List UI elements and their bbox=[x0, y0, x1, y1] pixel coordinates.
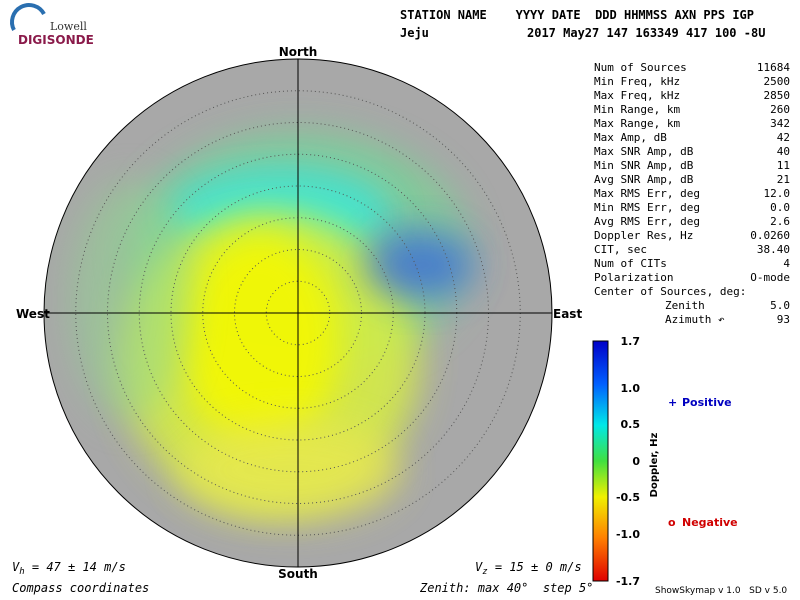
stat-value: 2500 bbox=[764, 75, 791, 88]
station: Jeju bbox=[400, 26, 429, 40]
north-label: North bbox=[279, 45, 317, 59]
vh-text: = 47 ± 14 m/s bbox=[25, 560, 126, 574]
stat-label: CIT, sec bbox=[594, 243, 647, 256]
colorbar-tick-label: 0 bbox=[632, 455, 640, 468]
version: ShowSkymap v 1.0 SD v 5.0 bbox=[655, 586, 787, 596]
stat-value: 2850 bbox=[764, 89, 791, 102]
vz-text: = 15 ± 0 m/s bbox=[488, 560, 582, 574]
south-label: South bbox=[278, 567, 318, 581]
stat-label: Min SNR Amp, dB bbox=[594, 159, 694, 172]
stat-label: Max RMS Err, deg bbox=[594, 187, 700, 200]
stat-value: 0.0 bbox=[770, 201, 790, 214]
vz-symbol: V bbox=[475, 560, 483, 574]
east-label: East bbox=[553, 307, 582, 321]
stat-label: Max SNR Amp, dB bbox=[594, 145, 694, 158]
vz-sub: z bbox=[482, 567, 487, 577]
zenith-label: Zenith bbox=[665, 299, 705, 312]
stats-table: Num of Sources 11684 Min Freq, kHz 2500 Max … bbox=[594, 61, 790, 284]
colorbar-tick-label: 1.0 bbox=[621, 382, 641, 395]
colorbar-tick-label: 0.5 bbox=[621, 418, 641, 431]
stat-label: Polarization bbox=[594, 271, 673, 284]
negative-label: Negative bbox=[682, 516, 738, 529]
stat-value: 11 bbox=[777, 159, 790, 172]
azimuth-label: Azimuth ↶ bbox=[665, 313, 725, 326]
stat-label: Min Freq, kHz bbox=[594, 75, 680, 88]
center-title: Center of Sources, deg: bbox=[594, 285, 746, 298]
stat-label: Min Range, km bbox=[594, 103, 680, 116]
stat-label: Num of CITs bbox=[594, 257, 667, 270]
colorbar-tick-label: -1.7 bbox=[616, 575, 640, 588]
zenith-info: Zenith: max 40° step 5° bbox=[419, 581, 593, 595]
logo-bottom: DIGISONDE bbox=[18, 33, 94, 47]
colorbar-tick-label: 1.7 bbox=[621, 335, 641, 348]
logo-top: Lowell bbox=[50, 20, 87, 33]
stat-label: Min RMS Err, deg bbox=[594, 201, 700, 214]
stat-value: 260 bbox=[770, 103, 790, 116]
logo-arc bbox=[10, 3, 46, 31]
positive-label: Positive bbox=[682, 396, 732, 409]
vh-sub: h bbox=[19, 567, 24, 577]
header-columns: STATION NAME YYYY DATE DDD HHMMSS AXN PP… bbox=[400, 8, 754, 22]
stat-label: Avg RMS Err, deg bbox=[594, 215, 700, 228]
stat-label: Avg SNR Amp, dB bbox=[594, 173, 694, 186]
azimuth-value: 93 bbox=[777, 313, 790, 326]
stat-value: 38.40 bbox=[757, 243, 790, 256]
vh: Vh = 47 ± 14 m/s bbox=[12, 560, 126, 577]
stat-value: O-mode bbox=[750, 271, 790, 284]
stat-value: 0.0260 bbox=[750, 229, 790, 242]
vh-symbol: V bbox=[12, 560, 20, 574]
colorbar-tick-label: -0.5 bbox=[616, 491, 640, 504]
stat-label: Num of Sources bbox=[594, 61, 687, 74]
vz: Vz = 15 ± 0 m/s bbox=[475, 560, 582, 577]
source-cloud bbox=[70, 130, 475, 520]
negative-symbol: o bbox=[668, 516, 676, 529]
stat-value: 40 bbox=[777, 145, 790, 158]
colorbar-title: Doppler, Hz bbox=[649, 433, 660, 498]
stat-value: 11684 bbox=[757, 61, 790, 74]
stat-label: Max Amp, dB bbox=[594, 131, 667, 144]
stat-value: 342 bbox=[770, 117, 790, 130]
stat-value: 2.6 bbox=[770, 215, 790, 228]
stat-label: Doppler Res, Hz bbox=[594, 229, 693, 242]
positive-symbol: + bbox=[668, 396, 677, 409]
stat-value: 42 bbox=[777, 131, 790, 144]
stat-label: Max Range, km bbox=[594, 117, 680, 130]
stat-value: 21 bbox=[777, 173, 790, 186]
coords: Compass coordinates bbox=[12, 581, 149, 595]
stat-value: 4 bbox=[783, 257, 790, 270]
header-values: 2017 May27 147 163349 417 100 -8U bbox=[527, 26, 765, 40]
colorbar bbox=[592, 340, 609, 582]
west-label: West bbox=[16, 307, 50, 321]
stat-value: 12.0 bbox=[764, 187, 791, 200]
zenith-value: 5.0 bbox=[770, 299, 790, 312]
stat-label: Max Freq, kHz bbox=[594, 89, 680, 102]
colorbar-ticks: 1.7 1.0 0.5 0 -0.5 -1.0 -1.7 bbox=[616, 335, 640, 588]
colorbar-tick-label: -1.0 bbox=[616, 528, 640, 541]
